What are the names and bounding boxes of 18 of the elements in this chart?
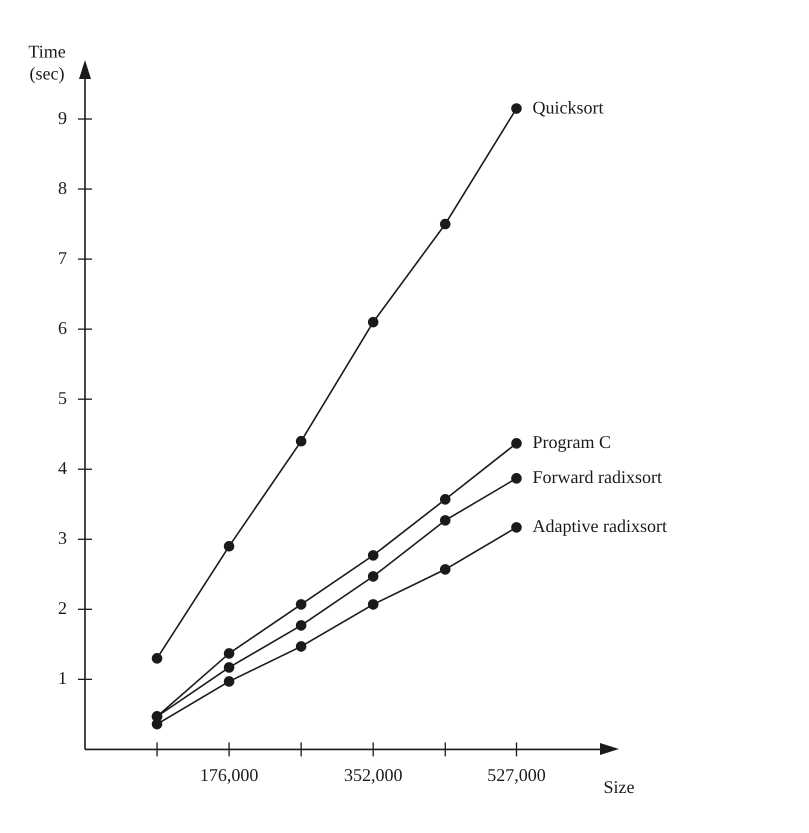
- y-tick-label: 8: [58, 178, 67, 198]
- series-label: Adaptive radixsort: [532, 516, 667, 536]
- series-label: Forward radixsort: [532, 467, 662, 488]
- y-tick-label: 1: [58, 668, 67, 688]
- series-label: Program C: [532, 432, 611, 452]
- y-tick-label: 2: [58, 598, 67, 618]
- y-tick-label: 5: [58, 388, 67, 408]
- x-tick-label: 527,000: [487, 764, 546, 785]
- x-tick-label: 352,000: [344, 764, 402, 785]
- y-tick-label: 7: [58, 248, 67, 268]
- x-tick-label: 176,000: [200, 764, 258, 785]
- y-tick-label: 6: [58, 318, 67, 338]
- y-tick-label: 9: [58, 108, 67, 128]
- y-tick-label: 3: [58, 528, 67, 548]
- y-axis-title: Time (sec): [28, 42, 66, 84]
- series-label: Quicksort: [532, 97, 604, 118]
- x-axis-title: Size: [604, 777, 634, 798]
- y-tick-label: 4: [58, 458, 67, 478]
